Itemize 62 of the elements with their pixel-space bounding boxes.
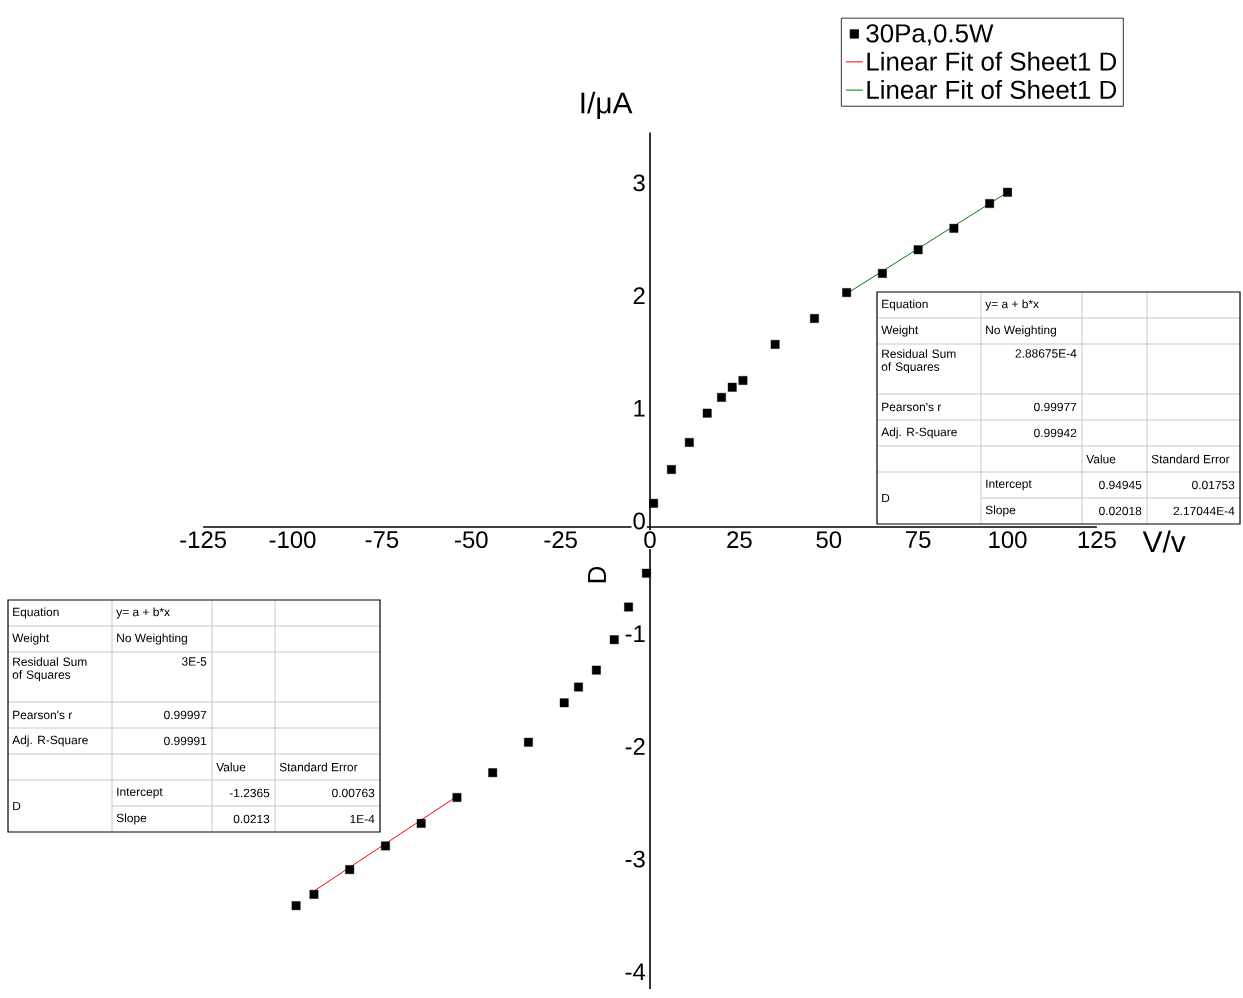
x-tick-label: 50	[816, 531, 842, 549]
y-axis-title: I/μA	[581, 91, 633, 120]
y-tick-label: -3	[625, 850, 645, 868]
text: 0.01753	[1192, 480, 1235, 490]
annotation: D	[588, 566, 606, 583]
annotation: Standard Error	[279, 762, 358, 772]
annotation: D	[882, 493, 890, 503]
x-tick-label: -125	[180, 531, 227, 549]
x-tick-label: 125	[1078, 531, 1116, 549]
annotation: Weight	[881, 325, 919, 337]
annotation: Value	[216, 762, 246, 772]
y-tick-label: -2	[625, 738, 645, 755]
y-tick-label: 2	[633, 287, 645, 304]
y-tick-label: -1	[625, 625, 645, 642]
x-tick-label: 75	[906, 531, 931, 548]
text: 2.17044E-4	[1173, 506, 1235, 516]
text: y= a + b*x	[116, 607, 170, 619]
text: Residual Sum of Squares	[12, 657, 87, 682]
x-tick-label: 25	[727, 531, 752, 549]
y-tick-label: -4	[625, 963, 646, 981]
annotation: Residual Sum of Squares	[881, 349, 956, 374]
annotation: 0.99942	[1034, 428, 1077, 438]
annotation: 2.88675E-4	[1015, 349, 1077, 358]
text: Slope	[116, 813, 147, 825]
y-tick-label: 3	[633, 174, 645, 192]
x-axis-title: V/v	[1142, 530, 1186, 553]
x-tick-label: -25	[544, 531, 577, 549]
x-tick-label: -75	[365, 531, 399, 548]
text: D	[13, 801, 21, 811]
annotation: 0.99991	[164, 736, 207, 746]
y-tick-label: 0	[633, 512, 645, 530]
annotation: -1.2365	[229, 788, 270, 798]
annotation: 0.00763	[332, 788, 375, 798]
text: Standard Error	[1151, 454, 1230, 464]
legend-label: Linear Fit of Sheet1 D	[867, 79, 1117, 99]
legend-label: 30Pa,0.5W	[866, 24, 994, 46]
text: 0.94945	[1099, 480, 1142, 490]
text: Pearson's r	[13, 710, 73, 720]
x-tick-label: 100	[989, 531, 1027, 549]
text: Equation	[13, 607, 59, 619]
annotation: 1E-4	[350, 814, 375, 824]
text: 0.02018	[1099, 506, 1142, 516]
legend-label: Linear Fit of Sheet1 D	[867, 51, 1117, 71]
annotation: Pearson's r	[882, 402, 942, 412]
y-tick-label: 1	[634, 400, 645, 417]
annotation: Adj. R-Square	[881, 427, 957, 439]
annotation: 3E-5	[182, 657, 207, 666]
x-tick-label: -100	[269, 531, 316, 549]
annotation: Intercept	[986, 479, 1032, 491]
annotation: 0.99997	[164, 710, 207, 720]
annotation: 0.99977	[1034, 402, 1077, 412]
annotation: 0.0213	[233, 814, 270, 824]
text: Adj. R-Square	[12, 735, 88, 747]
annotation: y= a + b*x	[985, 299, 1039, 311]
text: Weight	[12, 633, 50, 645]
text: No Weighting	[117, 633, 187, 645]
x-tick-label: -50	[455, 531, 488, 549]
annotation: Value	[1086, 454, 1116, 464]
annotation: No Weighting	[986, 325, 1056, 337]
text: Intercept	[117, 787, 163, 799]
annotation: Slope	[985, 505, 1016, 517]
annotation: Equation	[882, 299, 928, 311]
